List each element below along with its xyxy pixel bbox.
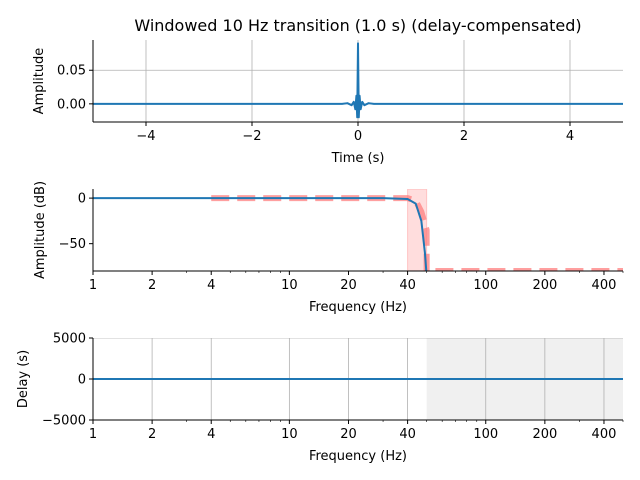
x-tick-label: 1 (89, 278, 97, 293)
y-tick-label: 0.00 (57, 97, 86, 112)
x-tick-label: 20 (340, 427, 357, 442)
x-tick-label: 200 (532, 427, 557, 442)
x-tick-label: 10 (281, 278, 298, 293)
y-tick-label: 0.05 (57, 64, 86, 79)
y-axis-label: Amplitude (dB) (33, 181, 48, 279)
x-tick-label: 2 (148, 427, 156, 442)
y-tick-label: −5000 (42, 414, 86, 429)
figure-title: Windowed 10 Hz transition (1.0 s) (delay… (134, 16, 581, 35)
x-tick-label: −4 (136, 129, 155, 144)
series-line (93, 42, 623, 119)
x-tick-label: 4 (566, 129, 574, 144)
x-tick-label: 4 (207, 278, 215, 293)
y-axis-label: Amplitude (32, 48, 47, 115)
plot-area (93, 40, 623, 122)
magnitude-response-panel: 1 2 4 10 20 40 100 200 400 0 −50 Frequency (Hz) Ampl… (33, 181, 624, 315)
plot-area (93, 189, 623, 271)
x-tick-label: 20 (340, 278, 357, 293)
x-tick-label: 2 (460, 129, 468, 144)
x-tick-label: 200 (532, 278, 557, 293)
y-tick-label: 0 (78, 192, 86, 207)
x-tick-label: 400 (592, 278, 617, 293)
x-tick-label: 40 (399, 427, 416, 442)
x-tick-label: 4 (207, 427, 215, 442)
x-tick-label: −2 (242, 129, 261, 144)
x-axis-label: Time (s) (331, 151, 385, 166)
x-tick-label: 1 (89, 427, 97, 442)
x-axis-label: Frequency (Hz) (309, 449, 407, 464)
y-axis-label: Delay (s) (16, 350, 31, 408)
x-tick-label: 100 (473, 278, 498, 293)
x-tick-label: 100 (473, 427, 498, 442)
group-delay-panel: 1 2 4 10 20 40 100 200 400 5000 0 −5000 Frequency (H… (16, 332, 624, 464)
y-tick-label: 5000 (53, 332, 86, 347)
impulse-response-panel: −4 −2 0 2 4 0.00 0.05 Time (s) Amplitude (32, 40, 623, 166)
x-tick-label: 40 (399, 278, 416, 293)
y-tick-label: −50 (59, 237, 86, 252)
x-tick-label: 2 (148, 278, 156, 293)
x-axis-label: Frequency (Hz) (309, 300, 407, 315)
actual-series-line (93, 197, 428, 271)
plot-area (93, 338, 623, 420)
x-tick-label: 400 (592, 427, 617, 442)
x-tick-label: 10 (281, 427, 298, 442)
x-tick-label: 0 (354, 129, 362, 144)
y-tick-label: 0 (78, 373, 86, 388)
